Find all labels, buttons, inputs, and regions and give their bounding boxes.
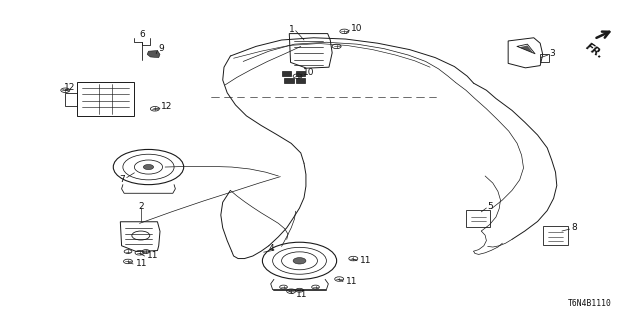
Circle shape	[143, 164, 154, 170]
Text: 4: 4	[268, 244, 274, 253]
Circle shape	[293, 258, 306, 264]
Text: 12: 12	[161, 102, 173, 111]
Text: 11: 11	[136, 260, 147, 268]
Text: 11: 11	[147, 251, 159, 260]
Text: 10: 10	[303, 68, 315, 77]
Text: 1: 1	[289, 25, 294, 34]
Text: 7: 7	[119, 175, 125, 184]
Text: 3: 3	[549, 49, 555, 58]
Text: 10: 10	[351, 24, 362, 33]
Text: 6: 6	[140, 30, 145, 39]
Bar	[77, 82, 134, 116]
Polygon shape	[519, 45, 533, 53]
Text: 11: 11	[360, 256, 371, 265]
Text: T6N4B1110: T6N4B1110	[568, 299, 612, 308]
Bar	[466, 210, 490, 227]
Text: 2: 2	[138, 202, 143, 211]
Bar	[543, 226, 568, 245]
Text: 8: 8	[571, 223, 577, 232]
Text: 12: 12	[64, 84, 76, 92]
Bar	[296, 71, 305, 76]
Bar	[282, 71, 291, 76]
Text: 9: 9	[159, 44, 164, 53]
Polygon shape	[147, 51, 160, 58]
Bar	[284, 78, 294, 83]
Bar	[296, 78, 305, 83]
Text: 11: 11	[346, 277, 357, 286]
Text: 5: 5	[488, 202, 493, 211]
Text: FR.: FR.	[584, 42, 605, 61]
Text: 11: 11	[296, 290, 307, 299]
Bar	[65, 93, 77, 106]
